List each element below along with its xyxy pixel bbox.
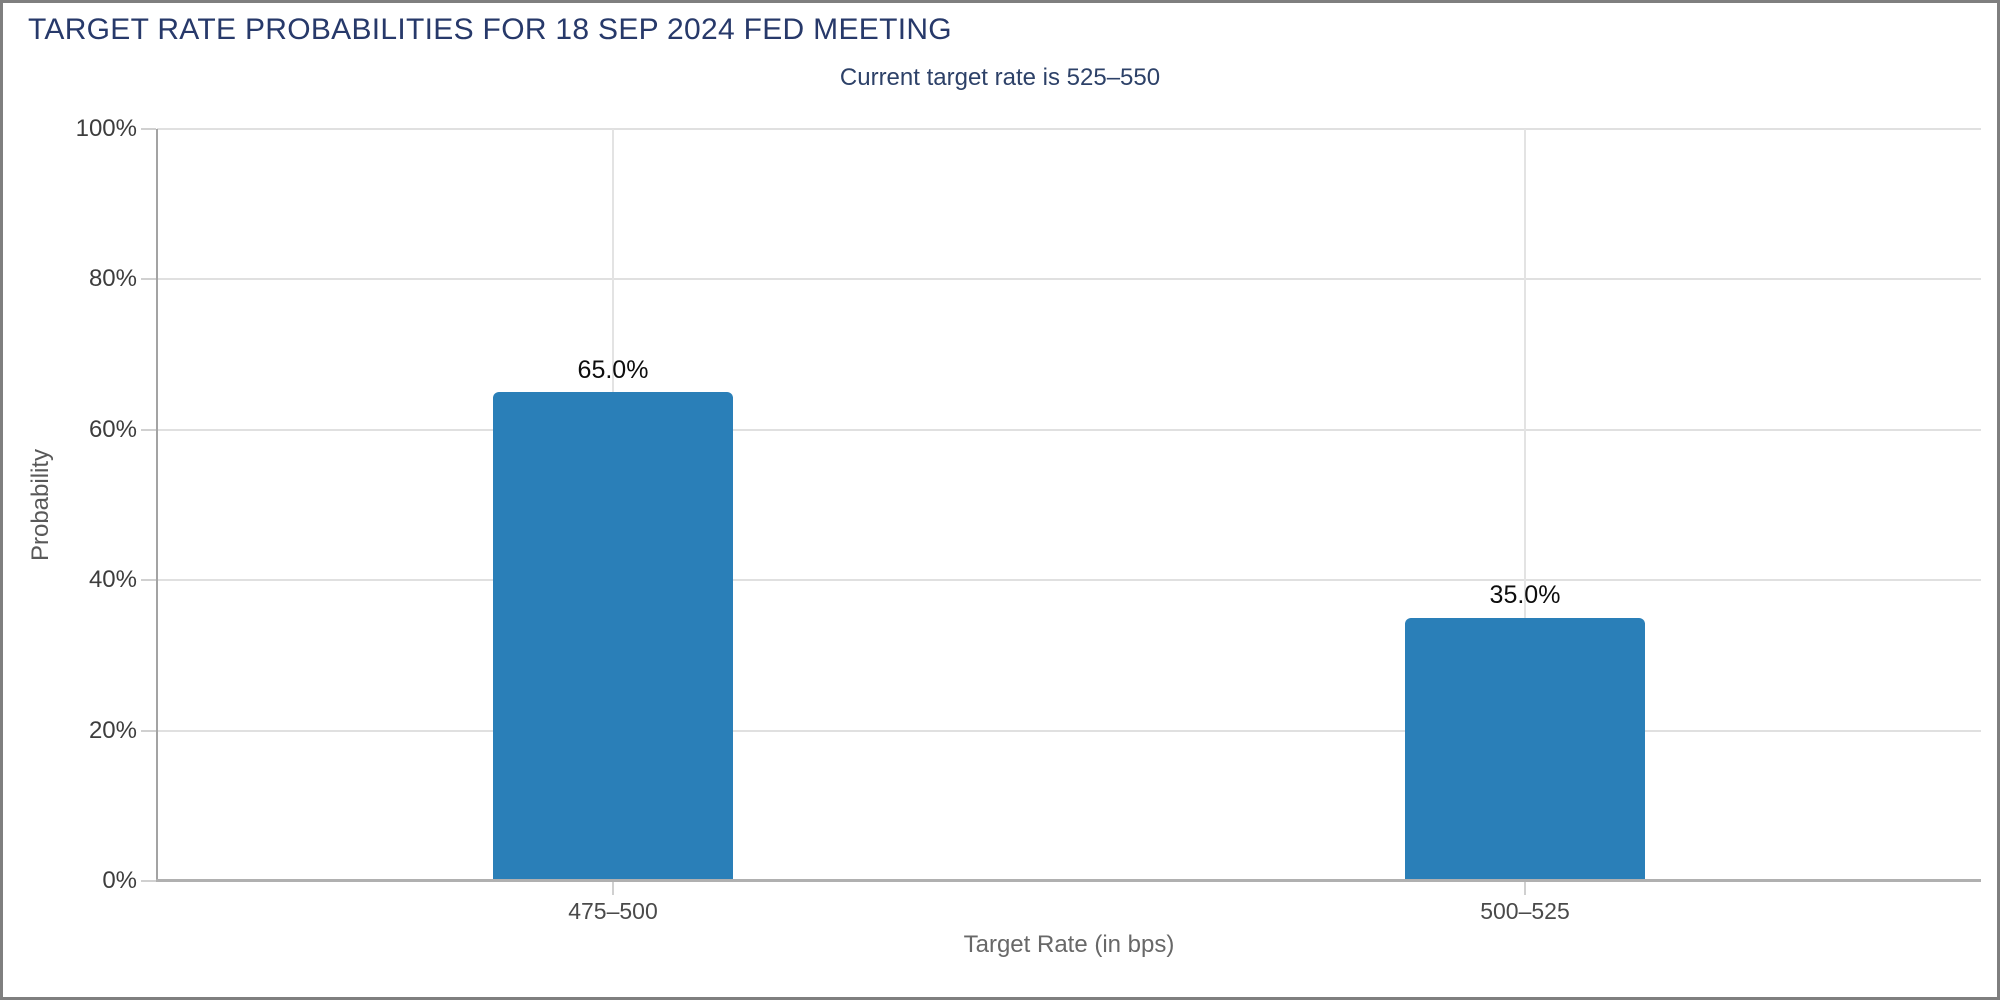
- y-tick-label-5: 100%: [75, 115, 137, 142]
- gridline-x-1: [1524, 129, 1526, 881]
- y-tick-mark-4: [141, 278, 156, 281]
- y-axis-line: [156, 129, 158, 881]
- gridline-y-5: [157, 128, 1981, 130]
- bar-value-label-1: 35.0%: [1489, 581, 1561, 610]
- y-tick-mark-0: [141, 880, 156, 882]
- x-axis-ticks: 475–500 500–525: [157, 129, 1981, 924]
- y-tick-mark-1: [141, 729, 156, 732]
- y-axis-ticks: 0% 20% 40% 60% 80% 100%: [76, 117, 1981, 893]
- x-axis-line: [156, 879, 1981, 882]
- y-tick-mark-5: [141, 128, 156, 130]
- y-tick-label-4: 80%: [88, 265, 137, 293]
- y-tick-label-2: 40%: [88, 566, 137, 594]
- gridline-y-4: [157, 278, 1981, 281]
- x-category-label-1: 500–525: [1480, 898, 1570, 924]
- y-axis-title: Probability: [27, 448, 54, 562]
- y-tick-label-3: 60%: [88, 415, 137, 443]
- y-tick-mark-2: [141, 579, 156, 582]
- chart-title: TARGET RATE PROBABILITIES FOR 18 SEP 202…: [28, 13, 952, 46]
- y-tick-label-0: 0%: [102, 867, 137, 894]
- x-category-label-0: 475–500: [568, 898, 658, 924]
- gridline-y-3: [157, 428, 1981, 431]
- x-axis-title: Target Rate (in bps): [963, 931, 1175, 958]
- plot-area: 65.0% 35.0% 0% 20% 40% 60% 80% 100% 475–500 500…: [27, 117, 1981, 958]
- bar-1: 35.0%: [1405, 582, 1645, 881]
- y-tick-mark-3: [141, 428, 156, 431]
- x-tick-mark-0: [612, 882, 614, 895]
- bar-0: 65.0%: [493, 356, 733, 881]
- gridline-y-2: [157, 579, 1981, 582]
- bars-layer: 65.0% 35.0%: [157, 129, 1981, 881]
- bar-value-label-0: 65.0%: [577, 355, 649, 384]
- chart-subtitle: Current target rate is 525–550: [839, 64, 1161, 91]
- gridline-y-1: [157, 729, 1981, 732]
- x-tick-mark-1: [1524, 882, 1526, 895]
- y-tick-label-1: 20%: [88, 716, 137, 744]
